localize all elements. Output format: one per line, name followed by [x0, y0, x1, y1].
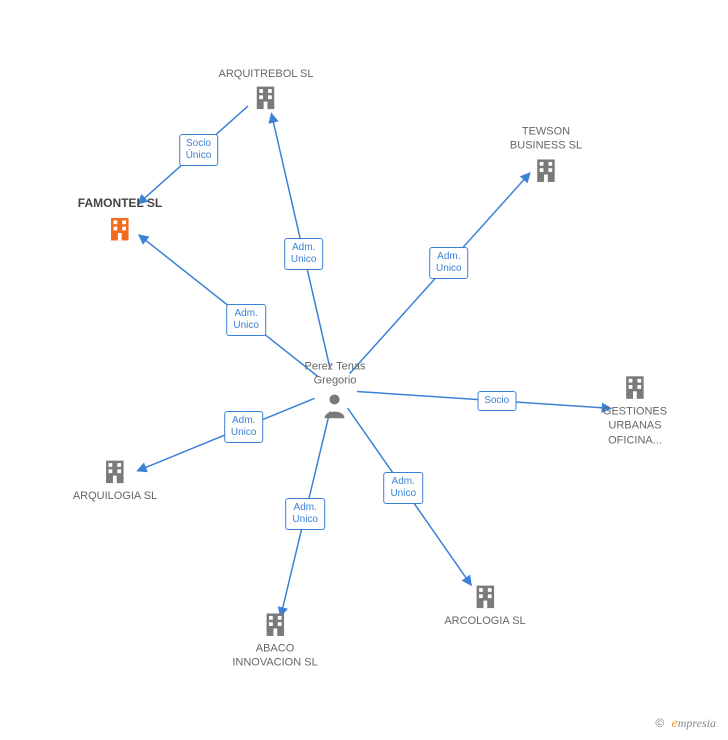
building-icon: [444, 582, 525, 612]
building-icon: [603, 373, 667, 403]
company-node: ARQUILOGIA SL: [73, 457, 157, 503]
brand-rest: mpresia: [678, 716, 716, 730]
edge-label: Adm. Unico: [224, 411, 264, 443]
edge-label: Adm. Unico: [226, 304, 266, 336]
node-label: TEWSON BUSINESS SL: [510, 125, 582, 154]
edge-label: Adm. Unico: [285, 498, 325, 530]
node-label: ARQUITREBOL SL: [219, 67, 314, 81]
copyright-symbol: ©: [655, 716, 664, 730]
node-label: Perez Tenas Gregorio: [305, 360, 366, 389]
building-icon: [78, 214, 162, 244]
company-node: GESTIONES URBANAS OFICINA...: [603, 373, 667, 448]
building-icon: [219, 83, 314, 113]
node-label: GESTIONES URBANAS OFICINA...: [603, 405, 667, 448]
company-node: ARQUITREBOL SL: [219, 67, 314, 113]
node-label: ABACO INNOVACION SL: [232, 642, 317, 671]
company-node: ABACO INNOVACION SL: [232, 610, 317, 671]
building-icon: [73, 457, 157, 487]
person-icon: [305, 390, 366, 420]
person-node: Perez Tenas Gregorio: [305, 360, 366, 421]
building-icon: [510, 155, 582, 185]
node-label: ARCOLOGIA SL: [444, 614, 525, 628]
footer: © empresia: [655, 716, 716, 732]
edge-label: Adm. Unico: [429, 247, 469, 279]
edge-label: Socio: [477, 391, 516, 411]
edge-label: Socio Único: [179, 134, 219, 166]
node-label: ARQUILOGIA SL: [73, 489, 157, 503]
building-icon: [232, 610, 317, 640]
company-node: TEWSON BUSINESS SL: [510, 125, 582, 186]
node-label: FAMONTEL SL: [78, 196, 162, 212]
edge-label: Adm. Unico: [284, 238, 324, 270]
company-node: ARCOLOGIA SL: [444, 582, 525, 628]
company-node: FAMONTEL SL: [78, 196, 162, 244]
edge-label: Adm. Unico: [383, 472, 423, 504]
